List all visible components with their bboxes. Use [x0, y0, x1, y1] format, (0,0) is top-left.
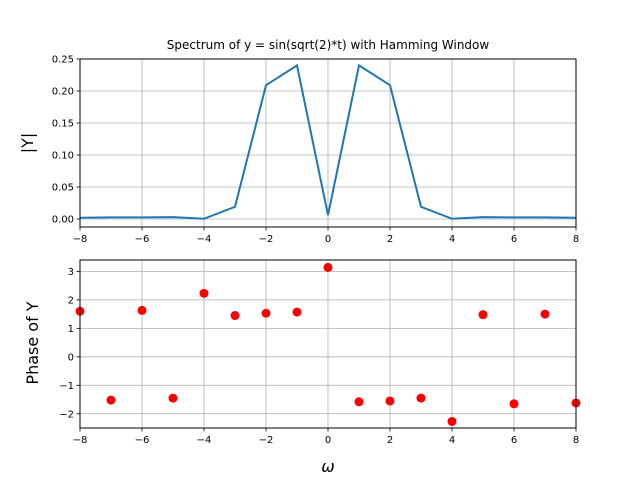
phase-y-tick-label: 1	[68, 324, 74, 335]
phase-x-ticks: −8 −6 −4 −2 0 2 4 6 8	[73, 428, 579, 446]
magnitude-plot-frame	[79, 58, 577, 228]
phase-plot-frame	[79, 259, 577, 429]
magnitude-x-tick-label: 6	[511, 234, 517, 245]
magnitude-x-tick-label: −2	[259, 234, 274, 245]
phase-x-tick-label: −6	[135, 435, 150, 446]
magnitude-y-tick-label: 0.25	[52, 55, 74, 66]
phase-series-points	[75, 262, 581, 426]
phase-x-tick-label: 6	[511, 435, 517, 446]
magnitude-x-tick-label: 2	[387, 234, 393, 245]
phase-x-tick-label: 8	[573, 435, 579, 446]
phase-data-point	[478, 310, 488, 320]
magnitude-y-tick-label: 0.05	[52, 183, 74, 194]
magnitude-x-tick-label: −4	[197, 234, 212, 245]
phase-data-point	[230, 311, 240, 321]
phase-y-tick-label: −1	[59, 381, 74, 392]
magnitude-plot: Spectrum of y = sin(sqrt(2)*t) with Hamm…	[18, 38, 579, 245]
magnitude-x-tick-label: 4	[449, 234, 455, 245]
magnitude-x-tick-label: 8	[573, 234, 579, 245]
magnitude-y-tick-label: 0.20	[52, 87, 74, 98]
magnitude-y-tick-label: 0.00	[52, 215, 74, 226]
phase-data-point	[354, 397, 364, 407]
magnitude-x-ticks: −8 −6 −4 −2 0 2 4 6 8	[73, 227, 579, 245]
magnitude-series-line	[79, 63, 577, 220]
phase-data-point	[261, 308, 271, 318]
phase-data-point	[385, 396, 395, 406]
phase-plot: Phase of Y ω −8 −6 −4 −2 0 2 4 6 8 −2 −1 0 1 2 3	[23, 259, 581, 476]
phase-x-tick-label: 2	[387, 435, 393, 446]
phase-data-point	[292, 307, 302, 317]
phase-y-tick-label: −2	[59, 409, 74, 420]
phase-y-tick-label: 3	[68, 267, 74, 278]
phase-data-point	[416, 393, 426, 403]
phase-data-point	[540, 309, 550, 319]
phase-y-axis-label: Phase of Y	[23, 301, 42, 384]
phase-data-point	[137, 305, 147, 315]
phase-data-point	[199, 288, 209, 298]
phase-data-point	[106, 395, 116, 405]
phase-x-tick-label: −8	[73, 435, 88, 446]
magnitude-y-tick-label: 0.10	[52, 151, 74, 162]
phase-y-ticks: −2 −1 0 1 2 3	[59, 267, 80, 420]
phase-data-point	[323, 262, 333, 272]
phase-x-tick-label: −2	[259, 435, 274, 446]
magnitude-y-ticks: 0.00 0.05 0.10 0.15 0.20 0.25	[52, 55, 80, 226]
magnitude-y-tick-label: 0.15	[52, 119, 74, 130]
phase-y-tick-label: 0	[68, 352, 74, 363]
magnitude-x-tick-label: −6	[135, 234, 150, 245]
phase-data-point	[447, 416, 457, 426]
magnitude-x-tick-label: 0	[325, 234, 331, 245]
phase-y-tick-label: 2	[68, 295, 74, 306]
phase-x-tick-label: −4	[197, 435, 212, 446]
magnitude-y-axis-label: |Y|	[18, 133, 37, 154]
phase-x-axis-label: ω	[321, 457, 334, 476]
magnitude-plot-title: Spectrum of y = sin(sqrt(2)*t) with Hamm…	[167, 38, 490, 52]
phase-data-point	[509, 399, 519, 409]
phase-x-tick-label: 0	[325, 435, 331, 446]
magnitude-x-tick-label: −8	[73, 234, 88, 245]
phase-x-tick-label: 4	[449, 435, 455, 446]
phase-data-point	[168, 393, 178, 403]
